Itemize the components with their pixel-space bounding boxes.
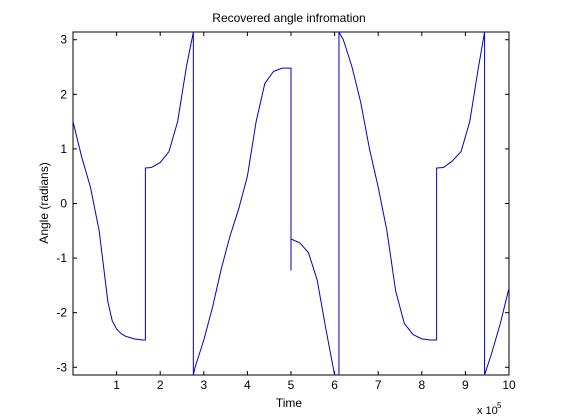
x-axis-label: Time [276, 396, 303, 410]
y-tick-label: -3 [56, 360, 67, 374]
x-tick-label: 10 [502, 378, 516, 392]
x-tick-label: 9 [462, 378, 469, 392]
angle-series-line [72, 31, 510, 376]
x-tick-label: 2 [157, 378, 164, 392]
x-tick-label: 4 [244, 378, 251, 392]
y-tick-label: 3 [60, 33, 67, 47]
x-axis-multiplier-exponent: 5 [497, 401, 502, 410]
x-tick-label: 5 [288, 378, 295, 392]
x-tick-label: 3 [200, 378, 207, 392]
y-tick-label: 2 [60, 87, 67, 101]
x-axis-ticks: 1 2 3 4 5 6 7 8 9 10 [113, 32, 516, 392]
y-tick-label: 0 [60, 197, 67, 211]
x-tick-label: 8 [418, 378, 425, 392]
x-axis-multiplier: x 10 [477, 405, 498, 417]
series-layer [72, 31, 510, 376]
y-tick-label: 1 [60, 142, 67, 156]
x-tick-label: 6 [331, 378, 338, 392]
chart-title: Recovered angle infromation [212, 11, 365, 25]
x-tick-label: 1 [113, 378, 120, 392]
y-tick-label: -2 [56, 306, 67, 320]
x-tick-label: 7 [375, 378, 382, 392]
y-axis-label: Angle (radians) [37, 162, 51, 243]
y-axis-ticks: 3 2 1 0 -1 -2 -3 [56, 33, 509, 374]
y-tick-label: -1 [56, 251, 67, 265]
